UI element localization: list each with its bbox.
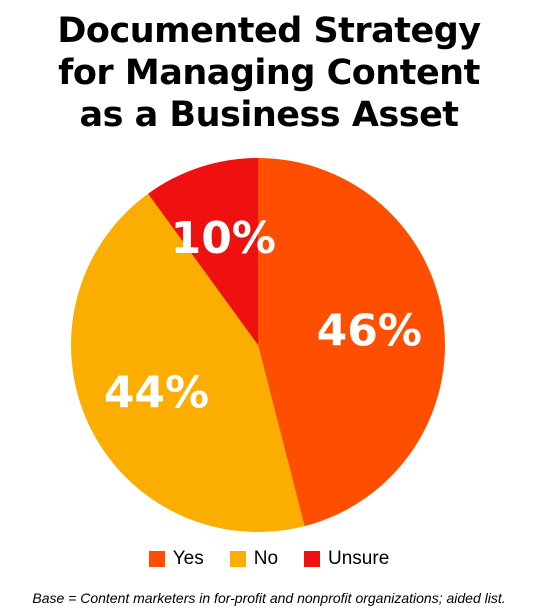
pie-label-unsure: 10% [171,213,276,264]
pie-slice-no [70,193,305,533]
pie-chart: 46% 44% 10% [70,158,446,533]
chart-title-line-2: for Managing Content [58,53,480,93]
pie-slice-labels: 46% 44% 10% [104,213,422,418]
legend-item-unsure: Unsure [304,548,389,570]
legend-swatch-yes [148,551,165,567]
pie-label-yes: 46% [317,305,422,356]
chart-legend: Yes No Unsure [0,548,538,570]
pie-slices [70,158,446,533]
chart-title-line-1: Documented Strategy [57,11,481,51]
pie-slice-unsure [148,158,258,345]
legend-label-no: No [253,548,279,569]
pie-slice-yes [258,158,446,527]
legend-label-yes: Yes [172,548,204,569]
chart-title: Documented Strategy for Managing Content… [0,10,538,136]
legend-item-yes: Yes [148,548,204,570]
pie-label-no: 44% [104,367,209,418]
legend-item-no: No [229,548,279,570]
chart-footnote: Base = Content marketers in for-profit a… [32,590,506,606]
legend-label-unsure: Unsure [328,548,390,569]
legend-swatch-no [229,551,246,567]
chart-title-line-3: as a Business Asset [79,95,459,135]
legend-swatch-unsure [304,551,321,567]
